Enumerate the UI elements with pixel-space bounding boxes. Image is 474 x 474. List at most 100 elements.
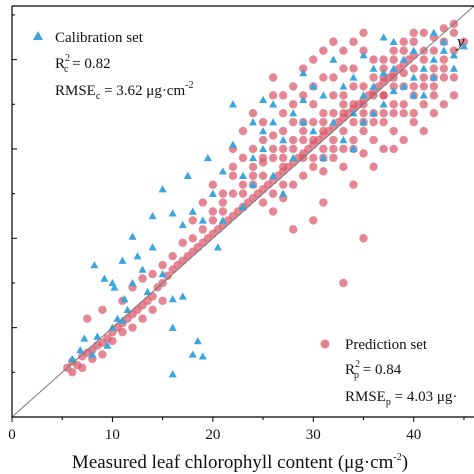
prediction-point <box>178 238 187 247</box>
calibration-point <box>138 265 147 273</box>
calibration-point <box>379 69 388 77</box>
prediction-point <box>289 225 298 234</box>
calibration-point <box>208 189 217 197</box>
axes <box>11 5 474 418</box>
prediction-point <box>389 55 398 64</box>
calibration-point <box>449 51 458 59</box>
prediction-point <box>359 149 368 158</box>
calibration-point <box>259 95 268 104</box>
calibration-point <box>158 270 167 278</box>
prediction-point <box>349 117 358 127</box>
prediction-point <box>399 109 408 118</box>
calibration-point <box>349 73 358 81</box>
calibration-point <box>349 144 358 153</box>
prediction-point <box>268 91 278 100</box>
calibration-point <box>329 118 338 126</box>
prediction-point <box>309 100 318 109</box>
one-to-one-line <box>11 5 474 418</box>
prediction-point <box>439 73 449 82</box>
prediction-point <box>319 46 328 55</box>
prediction-point <box>409 28 418 38</box>
prediction-point <box>118 327 127 337</box>
prediction-point <box>319 117 328 127</box>
prediction-point <box>329 109 338 118</box>
prediction-point <box>268 131 278 140</box>
prediction-point <box>299 64 308 73</box>
calibration-point <box>269 100 278 108</box>
calibration-point <box>389 86 398 95</box>
prediction-point <box>268 153 278 163</box>
prediction-point <box>218 189 228 198</box>
calibration-point <box>120 295 129 303</box>
calibration-point <box>193 337 202 345</box>
prediction-point <box>419 82 428 91</box>
calibration-point <box>389 64 398 72</box>
prediction-point <box>108 336 117 346</box>
prediction-point <box>258 117 268 127</box>
prediction-point <box>289 135 298 145</box>
prediction-point <box>208 216 218 225</box>
prediction-point <box>218 207 228 216</box>
prediction-point <box>449 91 459 100</box>
prediction-point <box>409 82 418 91</box>
x-axis-ticks: 0 10 20 30 40 <box>8 417 465 443</box>
prediction-point <box>319 167 328 176</box>
calibration-point <box>178 292 187 300</box>
prediction-point <box>339 64 348 73</box>
prediction-point <box>138 314 147 323</box>
calibration-point <box>279 189 288 197</box>
prediction-point <box>248 171 258 180</box>
calibration-rmse: RMSEc = 3.62 μg·cm-2 <box>55 80 193 102</box>
calibration-point <box>409 46 418 54</box>
prediction-r2: R2 p = 0.84 <box>345 359 402 381</box>
calibration-point <box>93 332 102 340</box>
prediction-point <box>248 109 258 118</box>
prediction-point <box>429 91 439 100</box>
prediction-point <box>419 100 428 109</box>
legend-prediction-label: Prediction set <box>345 337 428 353</box>
prediction-point <box>228 189 238 198</box>
calibration-point <box>369 82 378 90</box>
prediction-point <box>329 135 338 145</box>
prediction-rmse: RMSEp = 4.03 μg· <box>345 389 457 408</box>
prediction-point <box>198 198 208 207</box>
prediction-point <box>379 144 388 154</box>
prediction-point <box>369 73 378 82</box>
prediction-point <box>289 117 298 127</box>
calibration-point <box>399 55 408 63</box>
prediction-point <box>449 46 459 55</box>
prediction-point <box>238 189 248 198</box>
prediction-point <box>163 271 172 281</box>
prediction-point <box>268 189 278 198</box>
prediction-point <box>208 207 218 216</box>
prediction-point <box>379 117 388 127</box>
prediction-point <box>278 180 288 189</box>
prediction-point <box>419 28 428 38</box>
calibration-point <box>188 207 197 215</box>
calibration-point <box>399 82 408 90</box>
calibration-point <box>369 109 378 117</box>
calibration-point <box>359 91 368 99</box>
prediction-point <box>319 73 328 82</box>
prediction-point <box>289 180 298 189</box>
prediction-point <box>319 144 328 154</box>
calibration-point <box>148 243 157 251</box>
prediction-point <box>309 153 318 163</box>
prediction-point <box>329 144 338 154</box>
prediction-point <box>349 135 358 145</box>
prediction-point <box>439 55 449 64</box>
calibration-point <box>68 354 77 363</box>
prediction-point <box>369 55 378 64</box>
calibration-point <box>90 261 99 269</box>
prediction-point <box>258 198 268 207</box>
calibration-point <box>198 352 207 360</box>
prediction-point <box>339 144 348 154</box>
legend-prediction-marker <box>320 339 330 349</box>
calibration-point <box>459 42 468 50</box>
prediction-point <box>138 274 147 283</box>
prediction-point <box>158 296 167 306</box>
prediction-point <box>278 162 288 172</box>
calibration-point <box>108 278 117 287</box>
calibration-point <box>148 211 157 220</box>
